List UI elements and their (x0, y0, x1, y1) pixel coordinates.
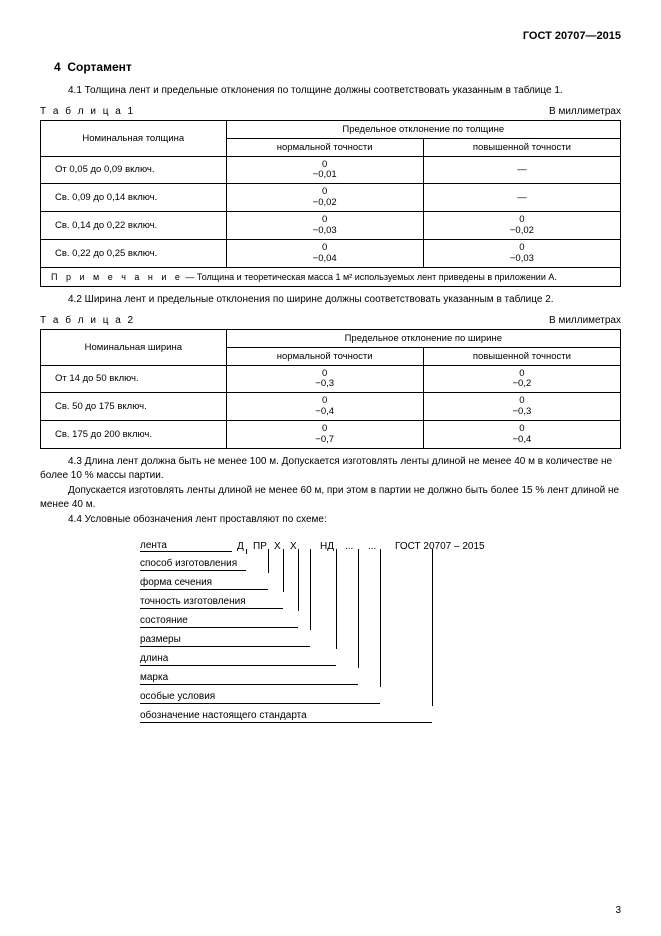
t1-h-dev: Предельное отклонение по толщине (226, 120, 620, 138)
table1-label: Т а б л и ц а 1 (40, 106, 135, 117)
table-row: Св. 50 до 175 включ. 0−0,4 0−0,3 (41, 393, 621, 421)
scheme-l2: точность изготовления (140, 596, 283, 609)
scheme-l7: особые условия (140, 691, 380, 704)
t1-r1-p: — (423, 184, 620, 212)
t1-r2-nom: Св. 0,14 до 0,22 включ. (41, 212, 227, 240)
t1-r2-n: 0−0,03 (226, 212, 423, 240)
scheme-l0: способ изготовления (140, 558, 246, 571)
scheme-t2: ПР (253, 541, 267, 552)
table-1: Номинальная толщина Предельное отклонени… (40, 120, 621, 288)
table-row: От 0,05 до 0,09 включ. 0−0,01 — (41, 156, 621, 184)
scheme-t3: Х (274, 541, 281, 552)
table-2: Номинальная ширина Предельное отклонение… (40, 329, 621, 450)
section-title: 4 Сортамент (40, 60, 621, 74)
t2-h-nom: Номинальная ширина (41, 329, 227, 365)
para-4-3a: 4.3 Длина лент должна быть не менее 100 … (40, 455, 621, 482)
table-note-row: П р и м е ч а н и е — Толщина и теоретич… (41, 268, 621, 287)
t2-h-dev: Предельное отклонение по ширине (226, 329, 620, 347)
section-number: 4 (54, 60, 61, 74)
t2-r1-n: 0−0,4 (226, 393, 423, 421)
t1-r3-n: 0−0,04 (226, 240, 423, 268)
table-row: Св. 0,09 до 0,14 включ. 0−0,02 — (41, 184, 621, 212)
scheme-l1: форма сечения (140, 577, 268, 590)
para-4-3b: Допускается изготовлять ленты длиной не … (40, 484, 621, 511)
scheme-t8: ... (368, 541, 376, 552)
t1-r3-p: 0−0,03 (423, 240, 620, 268)
scheme-l4: размеры (140, 634, 310, 647)
scheme-t1: Д (237, 541, 244, 552)
section-name: Сортамент (67, 60, 131, 74)
t2-r2-n: 0−0,7 (226, 421, 423, 449)
scheme-l5: длина (140, 653, 336, 666)
t2-r0-p: 0−0,2 (423, 365, 620, 393)
table-row: Св. 175 до 200 включ. 0−0,7 0−0,4 (41, 421, 621, 449)
scheme-l8: обозначение настоящего стандарта (140, 710, 432, 723)
t2-h-high: повышенной точности (423, 347, 620, 365)
t1-h-norm: нормальной точности (226, 138, 423, 156)
page-number: 3 (615, 905, 621, 916)
t2-r1-p: 0−0,3 (423, 393, 620, 421)
t2-r1-nom: Св. 50 до 175 включ. (41, 393, 227, 421)
t2-r0-n: 0−0,3 (226, 365, 423, 393)
table-row: Св. 0,22 до 0,25 включ. 0−0,04 0−0,03 (41, 240, 621, 268)
table-row: От 14 до 50 включ. 0−0,3 0−0,2 (41, 365, 621, 393)
designation-scheme: лента Д ПР Х Х НД ... ... ГОСТ 20707 – 2… (140, 535, 621, 725)
scheme-t4: Х (290, 541, 297, 552)
t1-r1-nom: Св. 0,09 до 0,14 включ. (41, 184, 227, 212)
t1-r0-n: 0−0,01 (226, 156, 423, 184)
t1-h-high: повышенной точности (423, 138, 620, 156)
table2-units: В миллиметрах (549, 315, 621, 326)
t2-h-norm: нормальной точности (226, 347, 423, 365)
para-4-4: 4.4 Условные обозначения лент проставляю… (40, 513, 621, 527)
scheme-t7: ... (345, 541, 353, 552)
t1-r2-p: 0−0,02 (423, 212, 620, 240)
scheme-t6: НД (320, 541, 334, 552)
scheme-t9: ГОСТ 20707 – 2015 (395, 541, 485, 552)
t1-r0-nom: От 0,05 до 0,09 включ. (41, 156, 227, 184)
standard-header: ГОСТ 20707—2015 (40, 30, 621, 42)
t1-r0-p: — (423, 156, 620, 184)
para-4-2: 4.2 Ширина лент и предельные отклонения … (40, 293, 621, 307)
t2-r2-nom: Св. 175 до 200 включ. (41, 421, 227, 449)
t2-r0-nom: От 14 до 50 включ. (41, 365, 227, 393)
t1-r3-nom: Св. 0,22 до 0,25 включ. (41, 240, 227, 268)
table-row: Св. 0,14 до 0,22 включ. 0−0,03 0−0,02 (41, 212, 621, 240)
scheme-t0: лента (140, 540, 232, 552)
scheme-l3: состояние (140, 615, 298, 628)
t2-r2-p: 0−0,4 (423, 421, 620, 449)
scheme-l6: марка (140, 672, 358, 685)
para-4-1: 4.1 Толщина лент и предельные отклонения… (40, 84, 621, 98)
t1-note: П р и м е ч а н и е — Толщина и теоретич… (41, 268, 621, 287)
table2-label-row: Т а б л и ц а 2 В миллиметрах (40, 315, 621, 326)
t1-r1-n: 0−0,02 (226, 184, 423, 212)
t1-h-nom: Номинальная толщина (41, 120, 227, 156)
table1-label-row: Т а б л и ц а 1 В миллиметрах (40, 106, 621, 117)
table2-label: Т а б л и ц а 2 (40, 315, 135, 326)
table1-units: В миллиметрах (549, 106, 621, 117)
